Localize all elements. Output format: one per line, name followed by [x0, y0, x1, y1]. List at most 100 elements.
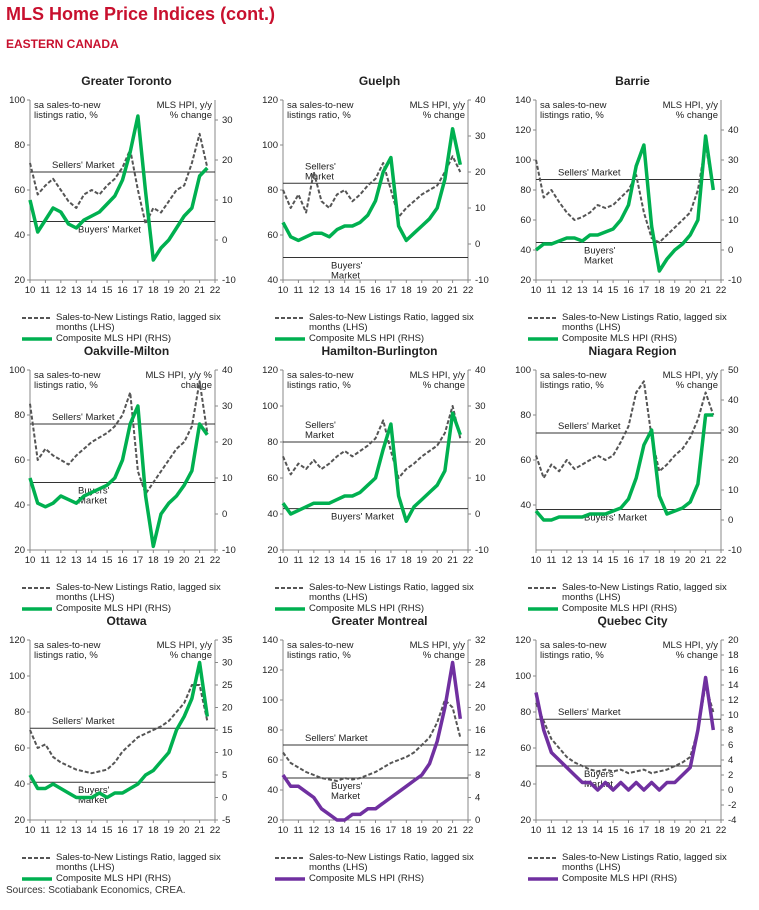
- x-tick-label: 17: [386, 825, 397, 836]
- left-axis-label: listings ratio, %: [34, 650, 98, 661]
- x-tick-label: 12: [56, 825, 67, 836]
- y2-tick-label: 30: [728, 155, 739, 166]
- x-tick-label: 17: [133, 285, 144, 296]
- x-tick-label: 22: [210, 555, 221, 566]
- y2-tick-label: 0: [222, 509, 227, 520]
- x-tick-label: 18: [401, 555, 412, 566]
- legend-item: Sales-to-New Listings Ratio, lagged six …: [22, 853, 247, 873]
- series-line: [535, 684, 715, 775]
- x-tick-label: 16: [623, 825, 634, 836]
- legend-item: Sales-to-New Listings Ratio, lagged six …: [22, 313, 247, 333]
- y-tick-label: 120: [515, 635, 531, 646]
- buyers-label: Buyers': [584, 769, 616, 780]
- series-line: [28, 660, 210, 800]
- legend-item: Sales-to-New Listings Ratio, lagged six …: [528, 583, 753, 603]
- buyers-label: Buyers': [584, 246, 616, 257]
- x-tick-label: 19: [163, 555, 174, 566]
- series-line: [282, 155, 462, 218]
- x-tick-label: 19: [669, 825, 680, 836]
- x-tick-label: 19: [163, 825, 174, 836]
- legend-label: Composite MLS HPI (RHS): [56, 873, 172, 884]
- x-tick-label: 20: [685, 285, 696, 296]
- left-axis-label: listings ratio, %: [34, 110, 98, 121]
- y2-tick-label: 0: [728, 515, 733, 526]
- chart-panel: Quebec City 20 40 60 80 100 120 -4 -2 0 2 4 6 8 10 12 14…: [506, 610, 759, 884]
- x-tick-label: 11: [40, 825, 50, 836]
- series-line: [281, 127, 463, 243]
- chart-panel: Oakville-Milton 20 40 60 80 100 -10 0 10 20 30 40 10…: [0, 340, 253, 614]
- chart-title: Guelph: [358, 74, 401, 88]
- y-tick-label: 60: [520, 455, 531, 466]
- y-tick-label: 120: [262, 95, 278, 106]
- buyers-label: Buyers' Market: [331, 512, 394, 523]
- y-tick-label: 80: [14, 410, 25, 421]
- y2-tick-label: 20: [475, 703, 486, 714]
- legend-swatch: [22, 857, 52, 859]
- y2-tick-label: 10: [222, 473, 233, 484]
- y-tick-label: 120: [262, 665, 278, 676]
- right-axis-label: MLS HPI, y/y: [410, 100, 466, 111]
- y2-tick-label: 2: [728, 770, 733, 781]
- x-tick-label: 19: [669, 555, 680, 566]
- left-axis-label: listings ratio, %: [287, 650, 351, 661]
- x-tick-label: 12: [56, 285, 67, 296]
- y-tick-label: 80: [267, 437, 278, 448]
- chart-panel: Greater Montreal 20 40 60 80 100 120 140 0 4 8 12 16…: [253, 610, 506, 884]
- y2-tick-label: 40: [475, 95, 486, 106]
- y-tick-label: 100: [262, 695, 278, 706]
- y2-tick-label: 40: [222, 365, 233, 376]
- x-tick-label: 12: [309, 285, 320, 296]
- chart-title: Quebec City: [597, 614, 668, 628]
- sellers-label: Sellers' Market: [558, 168, 621, 179]
- x-tick-label: 20: [179, 285, 190, 296]
- y2-tick-label: 0: [475, 239, 480, 250]
- buyers-label: Market: [331, 791, 360, 802]
- legend: Sales-to-New Listings Ratio, lagged six …: [528, 313, 753, 345]
- chart-panel: Greater Toronto 20 40 60 80 100 -10 0 10 20 30 10 11…: [0, 70, 253, 344]
- y2-tick-label: 30: [222, 115, 233, 126]
- x-tick-label: 11: [293, 555, 303, 566]
- legend-label: Sales-to-New Listings Ratio, lagged six …: [56, 852, 221, 873]
- y-tick-label: 140: [262, 635, 278, 646]
- y2-tick-label: 25: [222, 680, 233, 691]
- x-tick-label: 19: [163, 285, 174, 296]
- x-tick-label: 18: [654, 285, 665, 296]
- x-tick-label: 16: [117, 825, 128, 836]
- legend-item: Composite MLS HPI (RHS): [275, 874, 500, 884]
- x-tick-label: 21: [194, 555, 205, 566]
- legend-item: Composite MLS HPI (RHS): [22, 334, 247, 344]
- x-tick-label: 20: [685, 555, 696, 566]
- sellers-label: Market: [305, 430, 334, 441]
- x-tick-label: 14: [86, 825, 97, 836]
- chart-title: Greater Toronto: [81, 74, 172, 88]
- x-tick-label: 15: [102, 285, 113, 296]
- y-tick-label: 80: [267, 725, 278, 736]
- series-line: [535, 380, 715, 479]
- y-tick-label: 100: [515, 365, 531, 376]
- series-line: [29, 684, 209, 775]
- left-axis-label: sa sales-to-new: [540, 640, 607, 651]
- right-axis-label: % change: [676, 380, 718, 391]
- y2-tick-label: 28: [475, 658, 486, 669]
- buyers-label: Buyers' Market: [584, 513, 647, 524]
- left-axis-label: listings ratio, %: [34, 380, 98, 391]
- y2-tick-label: 20: [475, 437, 486, 448]
- x-tick-label: 18: [148, 285, 159, 296]
- legend-swatch: [275, 317, 305, 319]
- y-tick-label: 80: [14, 140, 25, 151]
- left-axis-label: sa sales-to-new: [34, 370, 101, 381]
- page-title: MLS Home Price Indices (cont.): [6, 4, 276, 24]
- x-tick-label: 10: [531, 825, 542, 836]
- legend-item: Sales-to-New Listings Ratio, lagged six …: [528, 313, 753, 333]
- x-tick-label: 18: [148, 825, 159, 836]
- chart-title: Niagara Region: [588, 344, 677, 358]
- x-tick-label: 12: [562, 285, 573, 296]
- legend-swatch: [22, 877, 52, 881]
- legend-label: Composite MLS HPI (RHS): [56, 603, 172, 614]
- y2-tick-label: 16: [728, 665, 739, 676]
- legend-item: Sales-to-New Listings Ratio, lagged six …: [275, 583, 500, 603]
- y-tick-label: 20: [267, 545, 278, 556]
